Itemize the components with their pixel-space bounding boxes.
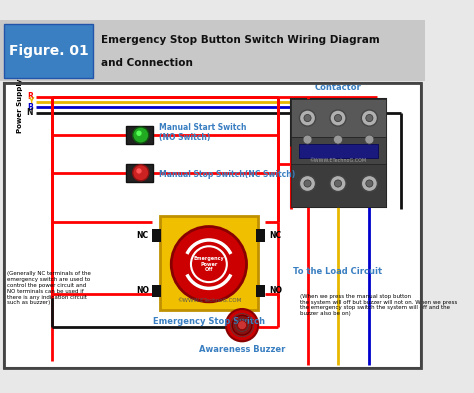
Text: (When we press the manual stop button
the system will off but buzzer will not on: (When we press the manual stop button th…: [301, 294, 457, 316]
Circle shape: [300, 175, 316, 191]
Text: and Connection: and Connection: [101, 59, 193, 68]
Text: B: B: [27, 103, 33, 112]
Text: Contactor: Contactor: [315, 83, 361, 92]
Bar: [292, 137, 385, 164]
Text: R: R: [27, 92, 33, 101]
Text: To the Load Circuit: To the Load Circuit: [293, 267, 383, 276]
Circle shape: [334, 135, 343, 144]
Text: Manual Stop Switch(NC Switch): Manual Stop Switch(NC Switch): [159, 170, 295, 179]
Text: N: N: [27, 108, 33, 117]
Circle shape: [137, 168, 142, 174]
Circle shape: [335, 180, 342, 187]
Circle shape: [232, 315, 252, 335]
Circle shape: [300, 110, 316, 126]
Text: Emergency Stop Button Switch Wiring Diagram: Emergency Stop Button Switch Wiring Diag…: [101, 35, 380, 45]
Bar: [160, 216, 258, 310]
Circle shape: [171, 226, 246, 302]
Circle shape: [133, 127, 149, 143]
Bar: [127, 126, 153, 144]
Bar: [292, 99, 385, 207]
Circle shape: [303, 135, 312, 144]
Bar: [292, 164, 385, 207]
Text: Y: Y: [28, 97, 33, 107]
Text: NC: NC: [269, 231, 281, 240]
Text: Manual Start Switch
(NO Switch): Manual Start Switch (NO Switch): [159, 123, 246, 142]
Text: Power Supply: Power Supply: [17, 78, 23, 133]
Circle shape: [361, 110, 377, 126]
Text: (Generally NC terminals of the
emergency switch are used to
control the power ci: (Generally NC terminals of the emergency…: [7, 271, 91, 305]
Circle shape: [365, 135, 374, 144]
Circle shape: [137, 130, 142, 136]
Bar: [256, 229, 265, 242]
Bar: [299, 144, 378, 158]
Text: Figure. 01: Figure. 01: [9, 44, 88, 58]
Text: NC: NC: [137, 231, 149, 240]
Bar: [4, 24, 93, 78]
Bar: [4, 83, 421, 368]
Circle shape: [335, 114, 342, 122]
Bar: [256, 285, 265, 298]
Text: Awareness Buzzer: Awareness Buzzer: [199, 345, 285, 354]
Circle shape: [330, 110, 346, 126]
Text: NO: NO: [136, 286, 149, 295]
Circle shape: [361, 175, 377, 191]
Circle shape: [226, 309, 258, 341]
Circle shape: [304, 114, 311, 122]
Circle shape: [366, 180, 373, 187]
Text: NO: NO: [269, 286, 282, 295]
Bar: [292, 99, 385, 137]
Circle shape: [330, 175, 346, 191]
Circle shape: [366, 114, 373, 122]
Text: Emergency Stop Switch: Emergency Stop Switch: [153, 317, 265, 326]
Bar: [4, 83, 421, 368]
Bar: [153, 229, 161, 242]
Bar: [127, 164, 153, 182]
Circle shape: [304, 180, 311, 187]
Circle shape: [237, 321, 246, 330]
Text: ©WWW.ETechnoG.COM: ©WWW.ETechnoG.COM: [310, 158, 366, 163]
Bar: [153, 285, 161, 298]
Bar: [0, 20, 425, 81]
Circle shape: [133, 165, 149, 181]
Text: Emergency
Power
Off: Emergency Power Off: [193, 256, 224, 272]
Text: ©WWW.ETechnoG.COM: ©WWW.ETechnoG.COM: [177, 298, 241, 303]
